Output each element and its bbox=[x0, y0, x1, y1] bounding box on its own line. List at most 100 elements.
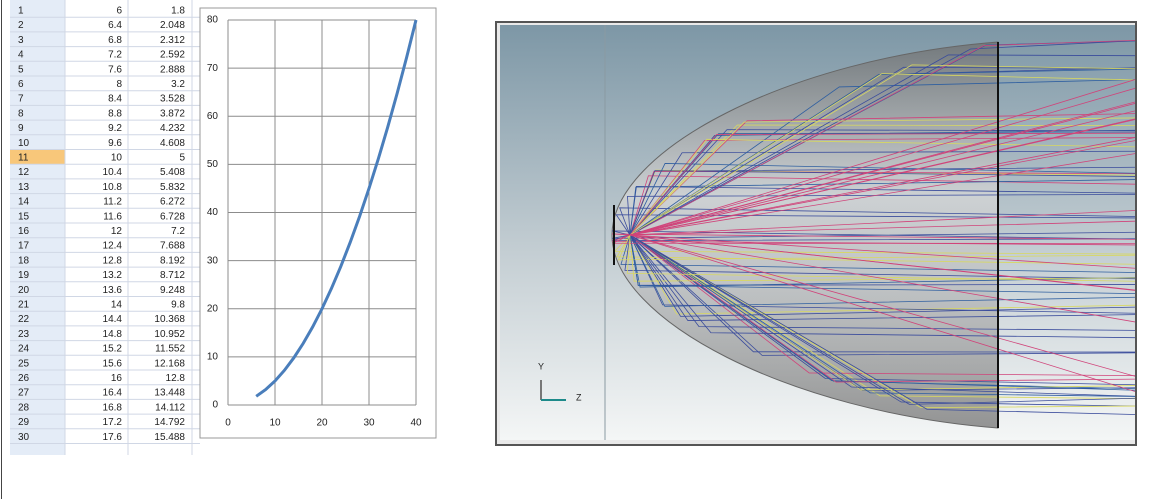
cell: 10.8 bbox=[103, 182, 123, 193]
cell: 8.4 bbox=[108, 94, 122, 105]
cell: 15.488 bbox=[154, 432, 185, 443]
cell: 15.2 bbox=[103, 344, 123, 355]
cell: 14.4 bbox=[103, 314, 123, 325]
axis-label: Z bbox=[576, 392, 582, 402]
cell: 13.6 bbox=[103, 285, 123, 296]
cell: 9.248 bbox=[160, 285, 185, 296]
cell: 6.272 bbox=[160, 197, 185, 208]
cell: 14.792 bbox=[154, 417, 185, 428]
row-number: 29 bbox=[18, 417, 30, 428]
row-number: 20 bbox=[18, 285, 30, 296]
cell: 7.688 bbox=[160, 241, 185, 252]
cell: 4.232 bbox=[160, 123, 185, 134]
3d-viewport: Y Z bbox=[496, 22, 1140, 445]
y-tick-label: 20 bbox=[207, 303, 219, 314]
cell: 7.6 bbox=[108, 64, 122, 75]
chart: 01020304050607080010203040 bbox=[200, 8, 436, 438]
row-number: 26 bbox=[18, 373, 30, 384]
row-number: 5 bbox=[18, 64, 24, 75]
cell: 8.192 bbox=[160, 255, 185, 266]
cell: 14.8 bbox=[103, 329, 123, 340]
y-tick-label: 10 bbox=[207, 352, 219, 363]
cell: 3.528 bbox=[160, 94, 185, 105]
cell: 8 bbox=[116, 79, 122, 90]
row-number: 25 bbox=[18, 358, 30, 369]
row-number: 2 bbox=[18, 20, 24, 31]
row-number: 17 bbox=[18, 241, 30, 252]
cell: 6 bbox=[116, 5, 122, 16]
cell: 14 bbox=[111, 299, 123, 310]
cell: 15.6 bbox=[103, 358, 123, 369]
cell: 8.712 bbox=[160, 270, 185, 281]
y-tick-label: 80 bbox=[207, 15, 219, 26]
cell: 12.8 bbox=[103, 255, 123, 266]
row-number: 3 bbox=[18, 35, 24, 46]
x-tick-label: 40 bbox=[410, 418, 422, 429]
row-number: 15 bbox=[18, 211, 30, 222]
y-tick-label: 30 bbox=[207, 255, 219, 266]
cell: 7.2 bbox=[108, 50, 122, 61]
row-number: 12 bbox=[18, 167, 30, 178]
cell: 10.952 bbox=[154, 329, 185, 340]
row-number: 27 bbox=[18, 388, 30, 399]
row-number: 6 bbox=[18, 79, 24, 90]
cell: 9.6 bbox=[108, 138, 122, 149]
cell: 6.8 bbox=[108, 35, 122, 46]
cell: 7.2 bbox=[171, 226, 185, 237]
cell: 12.168 bbox=[154, 358, 185, 369]
cell: 11.552 bbox=[155, 344, 185, 355]
row-number: 19 bbox=[18, 270, 30, 281]
cell: 9.2 bbox=[108, 123, 122, 134]
row-number: 7 bbox=[18, 94, 24, 105]
cell: 12.4 bbox=[103, 241, 123, 252]
row-number: 30 bbox=[18, 432, 30, 443]
y-tick-label: 40 bbox=[207, 207, 219, 218]
cell: 3.872 bbox=[160, 108, 185, 119]
y-tick-label: 50 bbox=[207, 159, 219, 170]
cell: 8.8 bbox=[108, 108, 122, 119]
cell: 12 bbox=[111, 226, 123, 237]
cell: 10.4 bbox=[103, 167, 123, 178]
row-number: 8 bbox=[18, 108, 24, 119]
cell: 5 bbox=[179, 152, 185, 163]
cell: 5.408 bbox=[160, 167, 185, 178]
y-tick-label: 0 bbox=[212, 400, 218, 411]
row-number: 23 bbox=[18, 329, 30, 340]
cell: 6.728 bbox=[160, 211, 185, 222]
row-number: 18 bbox=[18, 255, 30, 266]
cell: 16.8 bbox=[103, 402, 123, 413]
row-number: 22 bbox=[18, 314, 30, 325]
cell: 2.592 bbox=[160, 50, 185, 61]
cell: 16 bbox=[111, 373, 123, 384]
cell: 9.8 bbox=[171, 299, 185, 310]
y-tick-label: 60 bbox=[207, 111, 219, 122]
row-number: 1 bbox=[18, 5, 24, 16]
cell: 13.448 bbox=[154, 388, 185, 399]
x-tick-label: 30 bbox=[363, 418, 375, 429]
row-number: 11 bbox=[18, 152, 29, 163]
cell: 3.2 bbox=[171, 79, 185, 90]
row-number: 28 bbox=[18, 402, 30, 413]
cell: 4.608 bbox=[160, 138, 185, 149]
row-number: 13 bbox=[18, 182, 30, 193]
cell: 11.6 bbox=[103, 211, 122, 222]
screen: 161.826.42.04836.82.31247.22.59257.62.88… bbox=[0, 0, 1166, 499]
row-number: 16 bbox=[18, 226, 30, 237]
cell: 17.6 bbox=[103, 432, 123, 443]
cell: 16.4 bbox=[103, 388, 123, 399]
row-number: 10 bbox=[18, 138, 30, 149]
chart-frame bbox=[200, 8, 436, 438]
row-number: 4 bbox=[18, 50, 24, 61]
cell: 2.888 bbox=[160, 64, 185, 75]
x-tick-label: 10 bbox=[269, 418, 281, 429]
cell: 12.8 bbox=[166, 373, 186, 384]
row-number: 21 bbox=[18, 299, 30, 310]
x-tick-label: 0 bbox=[225, 418, 231, 429]
x-tick-label: 20 bbox=[316, 418, 328, 429]
cell: 13.2 bbox=[103, 270, 123, 281]
cell: 14.112 bbox=[155, 402, 185, 413]
cell: 6.4 bbox=[108, 20, 122, 31]
cell: 5.832 bbox=[160, 182, 185, 193]
cell: 1.8 bbox=[171, 5, 185, 16]
row-number: 14 bbox=[18, 197, 30, 208]
